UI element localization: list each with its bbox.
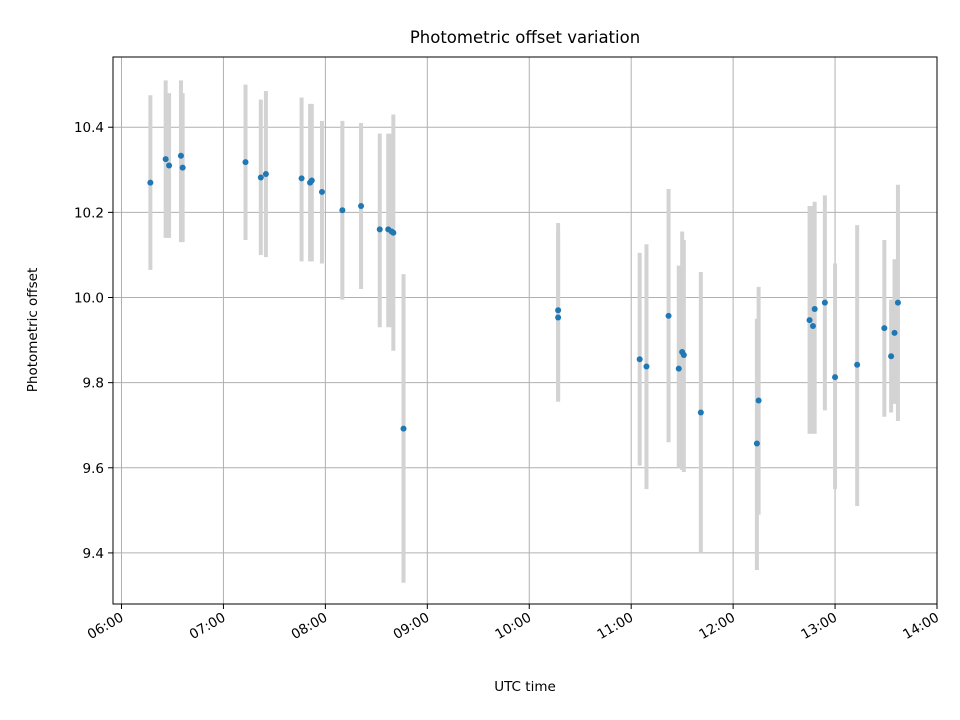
data-point [318, 188, 325, 195]
data-point [806, 317, 813, 324]
data-point [894, 299, 901, 306]
data-point [697, 409, 704, 416]
x-tick-label: 08:00 [289, 610, 331, 643]
data-point [358, 202, 365, 209]
x-axis-ticks: 06:00 07:00 08:00 09:00 10:00 11:00 12:00 13:00… [85, 604, 942, 643]
errorbars [148, 80, 900, 583]
data-point [555, 307, 562, 314]
y-tick-label: 10.2 [74, 205, 104, 221]
x-tick-label: 10:00 [493, 610, 535, 643]
data-point [755, 397, 762, 404]
data-points [147, 152, 901, 447]
x-tick-label: 06:00 [85, 610, 127, 643]
data-point [665, 312, 672, 319]
x-tick-label: 07:00 [187, 610, 229, 643]
data-point [811, 306, 818, 313]
chart-title: Photometric offset variation [410, 28, 640, 47]
data-point [390, 229, 397, 236]
data-point [881, 325, 888, 332]
y-tick-label: 9.6 [83, 461, 104, 477]
data-point [162, 156, 169, 163]
x-tick-label: 14:00 [900, 610, 942, 643]
x-tick-label: 11:00 [594, 610, 636, 643]
data-point [636, 356, 643, 363]
data-point [179, 164, 186, 171]
y-tick-label: 10.4 [74, 120, 104, 136]
data-point [242, 159, 249, 166]
data-point [680, 351, 687, 358]
data-point [298, 175, 305, 182]
x-axis-label: UTC time [494, 679, 556, 695]
data-point [891, 329, 898, 336]
data-point [147, 179, 154, 186]
grid [113, 57, 938, 604]
plot-frame [112, 56, 938, 605]
y-tick-label: 10.0 [74, 291, 104, 307]
data-point [643, 363, 650, 370]
y-axis-label: Photometric offset [25, 268, 41, 392]
data-point [675, 365, 682, 372]
data-point [821, 299, 828, 306]
y-axis-ticks: 9.4 9.6 9.8 10.0 10.2 10.4 [74, 120, 113, 562]
data-point [339, 207, 346, 214]
data-point [257, 174, 264, 181]
data-point [177, 152, 184, 159]
y-tick-label: 9.8 [83, 376, 104, 392]
data-point [809, 323, 816, 330]
data-point [555, 314, 562, 321]
x-tick-label: 12:00 [696, 610, 738, 643]
x-tick-label: 13:00 [798, 610, 840, 643]
data-point [166, 162, 173, 169]
x-tick-label: 09:00 [391, 610, 433, 643]
data-point [832, 374, 839, 381]
data-point [308, 177, 315, 184]
data-point [376, 226, 383, 233]
data-point [854, 361, 861, 368]
data-point [888, 353, 895, 360]
data-point [753, 440, 760, 447]
data-point [262, 171, 269, 178]
y-tick-label: 9.4 [83, 546, 104, 562]
data-point [400, 425, 407, 432]
